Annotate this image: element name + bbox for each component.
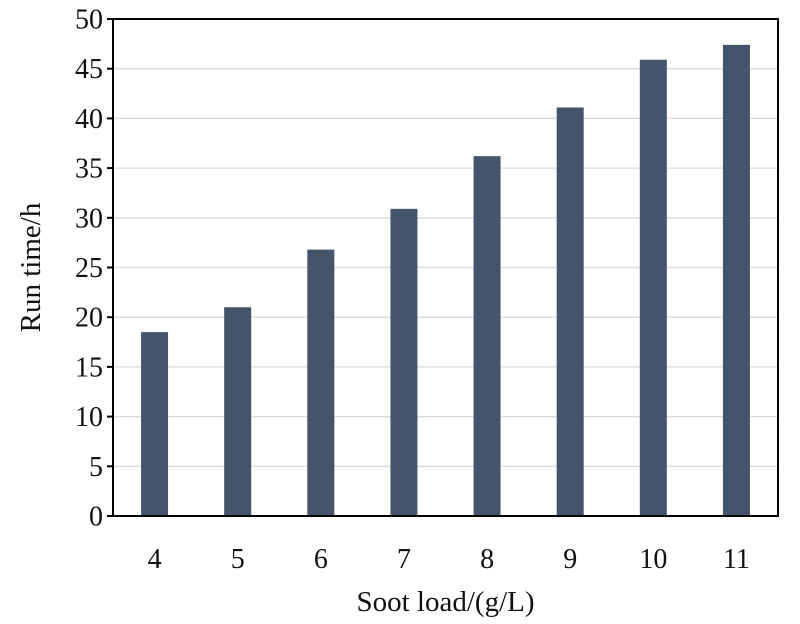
x-tick-label: 4 xyxy=(148,544,162,575)
bar-5 xyxy=(224,307,252,516)
x-tick-label: 8 xyxy=(480,544,494,575)
y-tick-label: 25 xyxy=(75,253,103,284)
bar-11 xyxy=(722,44,750,517)
bar-7 xyxy=(390,208,418,516)
y-tick-label: 40 xyxy=(75,104,103,135)
y-axis-title: Run time/h xyxy=(15,202,47,332)
x-tick-label: 10 xyxy=(639,544,667,575)
x-tick-label: 11 xyxy=(723,544,750,575)
y-tick-label: 10 xyxy=(75,402,103,433)
bar-9 xyxy=(556,107,584,516)
y-tick-label: 20 xyxy=(75,303,103,334)
x-axis-ticks: 4 5 6 7 8 9 10 11 xyxy=(148,544,750,575)
y-tick-label: 0 xyxy=(89,502,103,533)
x-tick-label: 7 xyxy=(397,544,411,575)
y-tick-label: 50 xyxy=(75,5,103,36)
gridlines xyxy=(113,68,778,467)
x-tick-label: 9 xyxy=(563,544,577,575)
bar-4 xyxy=(141,332,169,516)
bar-8 xyxy=(473,156,501,516)
bars xyxy=(141,44,750,517)
x-axis-title: Soot load/(g/L) xyxy=(356,586,534,618)
x-tick-label: 6 xyxy=(314,544,328,575)
bar-10 xyxy=(639,59,667,517)
y-tick-label: 30 xyxy=(75,203,103,234)
x-tick-label: 5 xyxy=(231,544,245,575)
y-tick-label: 35 xyxy=(75,154,103,185)
y-axis-ticks: 0 5 10 15 20 25 30 35 40 45 50 xyxy=(75,5,113,533)
y-tick-label: 45 xyxy=(75,54,103,85)
y-tick-label: 15 xyxy=(75,352,103,383)
y-tick-label: 5 xyxy=(89,452,103,483)
bar-6 xyxy=(307,249,335,516)
